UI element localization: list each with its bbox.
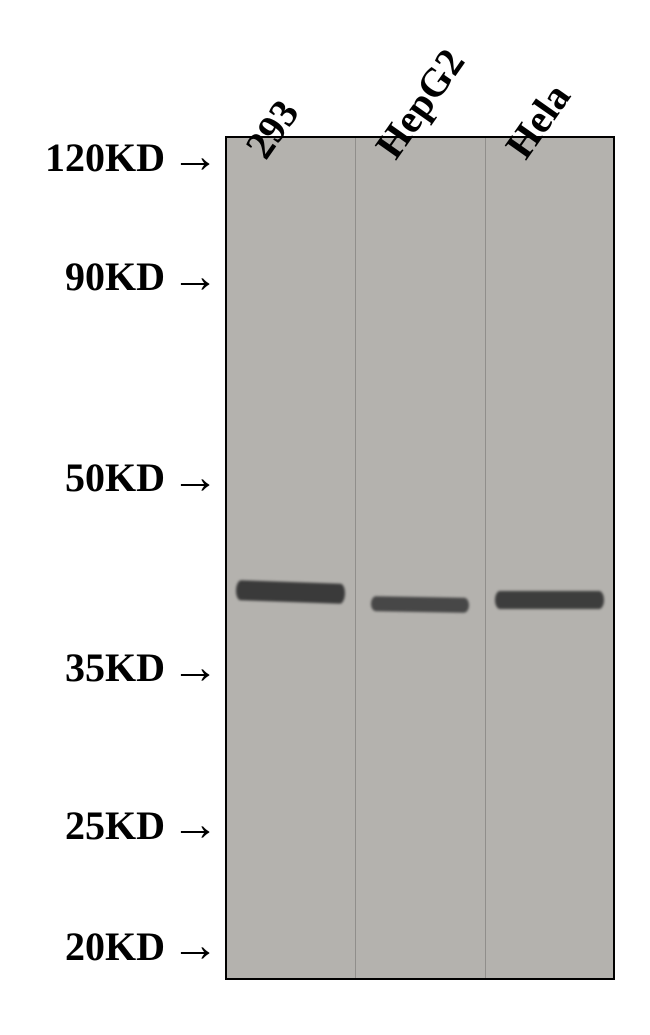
mw-marker-label: 90KD xyxy=(65,253,165,300)
mw-marker: 20KD→ xyxy=(65,923,219,970)
protein-band xyxy=(371,596,469,613)
mw-marker-label: 120KD xyxy=(45,134,165,181)
mw-marker-label: 35KD xyxy=(65,644,165,691)
western-blot-figure: 293HepG2Hela120KD→90KD→50KD→35KD→25KD→20… xyxy=(0,0,650,1035)
blot-membrane xyxy=(225,136,615,980)
lane-divider xyxy=(355,136,356,980)
mw-marker-label: 50KD xyxy=(65,454,165,501)
arrow-right-icon: → xyxy=(171,459,219,497)
mw-marker: 25KD→ xyxy=(65,802,219,849)
protein-band xyxy=(235,580,345,604)
arrow-right-icon: → xyxy=(171,806,219,844)
mw-marker-label: 20KD xyxy=(65,923,165,970)
protein-band xyxy=(495,591,604,609)
mw-marker: 90KD→ xyxy=(65,253,219,300)
arrow-right-icon: → xyxy=(171,649,219,687)
mw-marker-label: 25KD xyxy=(65,802,165,849)
arrow-right-icon: → xyxy=(171,927,219,965)
lane-divider xyxy=(485,136,486,980)
mw-marker: 120KD→ xyxy=(45,134,219,181)
mw-marker: 50KD→ xyxy=(65,454,219,501)
mw-marker: 35KD→ xyxy=(65,644,219,691)
arrow-right-icon: → xyxy=(171,138,219,176)
arrow-right-icon: → xyxy=(171,258,219,296)
